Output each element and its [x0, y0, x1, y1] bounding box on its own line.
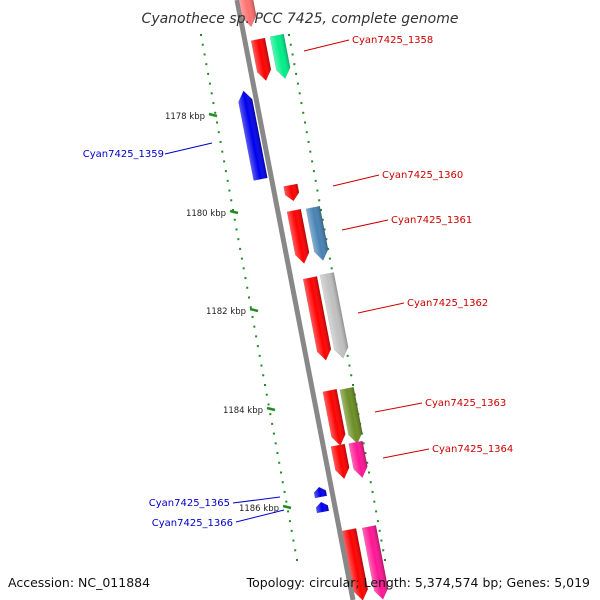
callout-1361: [341, 219, 389, 231]
map-title: Cyanothece sp. PCC 7425, complete genome: [142, 11, 459, 27]
gene-arrow-1359-shade: [238, 90, 268, 181]
gene-arrow-red-1364-shade: [330, 443, 350, 479]
gene-arrow-1365-shade: [314, 487, 327, 499]
gene-arrow-1361-shade: [306, 206, 329, 261]
callout-1358: [303, 39, 350, 52]
tick-label-1180: 1180 kbp: [186, 209, 226, 219]
gene-labels: Cyan7425_1358 Cyan7425_1359 Cyan7425_136…: [83, 35, 514, 529]
callout-1359: [164, 142, 213, 155]
gene-arrow-red-1362: [302, 276, 332, 361]
tick-label-1182: 1182 kbp: [206, 307, 246, 317]
major-tick-4: [282, 504, 292, 510]
gene-arrow-1362-shade: [319, 272, 349, 359]
gene-arrow-1360: [283, 183, 300, 202]
genome-backbone: [234, 0, 356, 600]
gene-label-1360[interactable]: Cyan7425_1360: [382, 170, 463, 181]
gene-arrow-1361: [305, 205, 329, 261]
gene-features: [237, 0, 389, 600]
gene-label-1365[interactable]: Cyan7425_1365: [149, 498, 230, 509]
callout-lines: [164, 39, 430, 523]
gene-arrow-red-1363-shade: [322, 389, 346, 446]
gene-arrow-top-partial: [237, 0, 257, 28]
gene-arrow-1360-shade: [283, 183, 300, 201]
gene-arrow-red-1358-shade: [251, 38, 271, 81]
major-tick-1: [229, 209, 239, 215]
gene-arrow-red-1361-shade: [287, 209, 310, 264]
gene-arrow-pink-bottom-shade: [362, 525, 388, 600]
gene-arrow-1363-shade: [339, 387, 363, 444]
gene-label-1364[interactable]: Cyan7425_1364: [432, 444, 513, 455]
gene-arrow-red-bottom: [342, 528, 369, 600]
major-tick-0: [208, 112, 218, 118]
accession-text: Accession: NC_011884: [8, 575, 150, 590]
gene-arrow-red-1361: [286, 208, 310, 264]
tick-label-1186: 1186 kbp: [239, 504, 279, 514]
gene-label-1366[interactable]: Cyan7425_1366: [152, 518, 233, 529]
tick-labels: 1178 kbp 1180 kbp 1182 kbp 1184 kbp 1186…: [165, 112, 279, 514]
gene-arrow-1366-shade: [316, 502, 329, 514]
gene-arrow-1358-shade: [269, 34, 291, 79]
gene-arrow-top-partial-shade: [237, 0, 257, 27]
callout-1363: [374, 402, 423, 413]
gene-arrow-1363: [339, 386, 363, 444]
gene-label-1359[interactable]: Cyan7425_1359: [83, 149, 164, 160]
callout-1365: [232, 496, 281, 504]
genome-summary-text: Topology: circular; Length: 5,374,574 bp…: [246, 575, 590, 590]
gene-label-1361[interactable]: Cyan7425_1361: [391, 215, 472, 226]
gene-arrow-1365: [313, 486, 328, 499]
tick-label-1178: 1178 kbp: [165, 112, 205, 122]
gene-arrow-1359: [238, 90, 268, 181]
gene-arrow-red-1358: [250, 37, 272, 82]
gene-arrow-1358: [269, 33, 291, 80]
gene-arrow-1364: [348, 440, 368, 479]
gene-arrow-red-bottom-shade: [342, 528, 368, 600]
gene-label-1358[interactable]: Cyan7425_1358: [352, 35, 433, 46]
gene-arrow-1362: [319, 272, 349, 359]
tick-label-1184: 1184 kbp: [223, 406, 263, 416]
callout-1364: [382, 448, 430, 459]
callout-1366: [235, 509, 285, 523]
gene-arrow-red-1362-shade: [303, 276, 331, 361]
gene-label-1363[interactable]: Cyan7425_1363: [425, 398, 506, 409]
gene-arrow-1366: [315, 501, 330, 514]
callout-1360: [332, 174, 380, 187]
callout-1362: [357, 302, 405, 314]
gene-arrow-red-1363: [322, 388, 346, 446]
major-tick-2: [249, 307, 259, 313]
major-tick-3: [266, 406, 276, 412]
gene-arrow-red-1364: [330, 443, 350, 480]
gene-arrow-1364-shade: [348, 440, 368, 478]
gene-arrow-pink-bottom: [361, 525, 389, 600]
gene-label-1362[interactable]: Cyan7425_1362: [407, 298, 488, 309]
